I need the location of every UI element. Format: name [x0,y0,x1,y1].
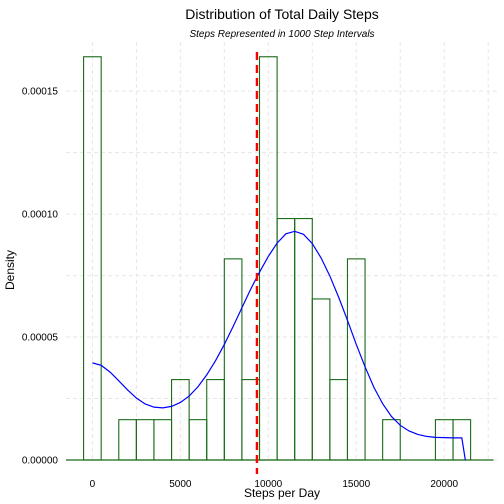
histogram-bar [171,379,190,461]
histogram-bar [452,419,472,461]
chart-title: Distribution of Total Daily Steps [185,6,379,22]
histogram-bar [223,258,243,461]
density-curve [92,230,466,461]
x-tick-label: 0 [90,479,96,490]
y-tick-label: 0.00000 [22,456,59,467]
histogram-bar [329,379,349,461]
histogram-bar [294,217,313,461]
y-axis-ticks: 0.00000 0.00005 0.00010 0.00015 [22,87,59,467]
histogram-bar [434,419,454,461]
histogram-bar [311,298,331,461]
density-curve-layer [92,230,466,461]
y-axis-label: Density [3,250,17,290]
histogram-bar [188,419,208,461]
x-axis-ticks: 0 5000 10000 15000 20000 [90,479,459,490]
x-tick-label: 5000 [169,479,192,490]
y-tick-label: 0.00015 [22,87,59,98]
y-tick-label: 0.00010 [22,210,59,221]
histogram-bar [153,419,173,461]
x-axis-label: Steps per Day [244,486,320,500]
histogram-bars [66,56,494,461]
histogram-bar [206,379,225,461]
x-tick-label: 10000 [254,479,282,490]
grid [66,42,497,461]
histogram-bar [118,419,137,461]
histogram-bar [346,258,366,461]
histogram-bar [135,419,155,461]
histogram-bar [276,217,296,461]
chart-subtitle: Steps Represented in 1000 Step Intervals [189,29,374,40]
x-tick-label: 20000 [430,479,458,490]
histogram-bar [83,56,102,461]
x-tick-label: 15000 [342,479,370,490]
y-tick-label: 0.00005 [22,333,59,344]
histogram-bar [382,419,401,461]
